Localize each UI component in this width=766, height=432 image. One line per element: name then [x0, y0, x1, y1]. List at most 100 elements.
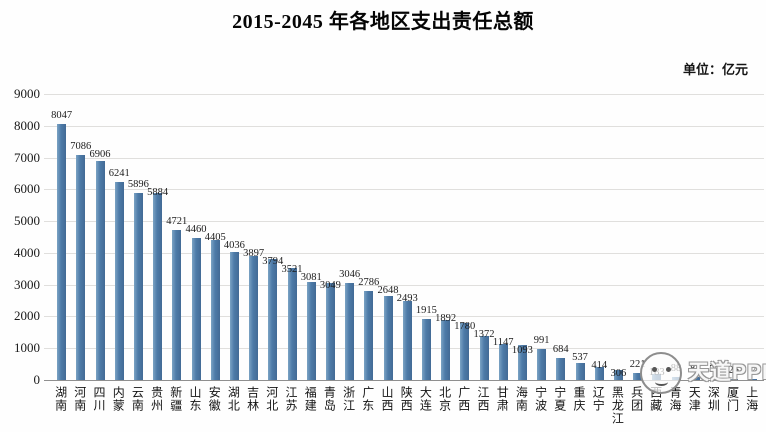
bar [153, 193, 163, 380]
value-label: 2786 [358, 277, 380, 289]
value-label: 6906 [89, 148, 111, 160]
value-label: 1147 [492, 337, 514, 349]
value-label: 3046 [339, 269, 361, 281]
value-label: 1892 [435, 313, 457, 325]
bar [441, 319, 451, 380]
y-axis-tick-label: 1000 [14, 340, 40, 356]
value-label: 4460 [185, 224, 207, 236]
bar [268, 259, 278, 380]
value-label: 3521 [281, 264, 303, 276]
y-axis-tick-label: 2000 [14, 308, 40, 324]
category-label: 辽宁 [591, 386, 606, 412]
bar [345, 283, 355, 380]
category-label: 山西 [380, 386, 394, 412]
watermark-text: 天道PPP [688, 361, 766, 384]
value-label: 57 [709, 364, 720, 376]
category-label: 重庆 [572, 386, 586, 412]
category-label: 吉林 [245, 386, 260, 412]
value-label: 1915 [415, 305, 437, 317]
value-label: 4721 [166, 215, 188, 227]
watermark: 天道PPP [636, 348, 766, 404]
y-axis-tick-label: 8000 [14, 117, 40, 133]
bar [95, 160, 105, 380]
gridline [44, 94, 764, 95]
y-axis-tick-label: 5000 [14, 213, 40, 229]
bar [613, 370, 623, 380]
category-label: 浙江 [341, 386, 356, 412]
category-label: 安徽 [207, 386, 222, 412]
category-label: 海南 [514, 386, 529, 412]
bar [306, 282, 316, 380]
value-label: 537 [572, 352, 588, 364]
category-label: 贵州 [149, 386, 164, 412]
bar [325, 283, 335, 380]
y-axis-tick-label: 6000 [14, 181, 40, 197]
bar [76, 154, 86, 380]
bar [633, 372, 643, 380]
value-label: 991 [533, 334, 550, 346]
category-label: 青海 [668, 386, 682, 412]
bar [537, 348, 547, 380]
category-label: 广西 [456, 386, 471, 412]
category-label: 福建 [303, 386, 318, 412]
category-label: 云南 [130, 386, 145, 412]
bar [172, 229, 182, 380]
category-label: 河北 [264, 386, 279, 412]
category-label: 广东 [360, 386, 375, 412]
value-label: 306 [610, 368, 627, 380]
bar [575, 362, 585, 380]
category-label: 大连 [418, 386, 433, 412]
value-label: 1372 [473, 329, 495, 341]
value-label: 4036 [223, 240, 245, 252]
value-label: 24 [747, 365, 759, 377]
y-axis-tick-label: 3000 [14, 276, 40, 292]
value-label: 684 [552, 344, 569, 356]
category-label: 河南 [72, 386, 87, 412]
value-label: 2493 [396, 293, 418, 305]
category-label: 江西 [476, 386, 490, 412]
value-label: 6241 [108, 167, 130, 179]
value-label: 1093 [511, 345, 533, 357]
category-label: 湖北 [226, 386, 241, 412]
category-label: 湖南 [53, 386, 68, 412]
category-label: 上海 [744, 386, 759, 412]
y-axis-tick-label: 7000 [14, 149, 40, 165]
category-label: 山东 [188, 386, 202, 412]
bar [460, 323, 470, 380]
category-label: 甘肃 [495, 386, 510, 412]
unit-label: 单位：亿元 [682, 62, 748, 77]
bar [287, 268, 297, 380]
bar [479, 336, 489, 380]
value-label: 3049 [319, 280, 341, 292]
category-label: 青岛 [322, 386, 337, 412]
category-label: 北京 [437, 386, 452, 412]
bar [191, 238, 201, 380]
bar [57, 124, 67, 380]
bar [133, 192, 143, 380]
category-label: 四川 [92, 386, 106, 412]
value-label: 3081 [300, 272, 322, 284]
value-label: 87 [689, 363, 701, 375]
category-label: 黑龙江 [610, 386, 625, 425]
y-axis-tick-label: 9000 [14, 86, 40, 101]
category-label: 天津 [687, 386, 702, 412]
value-label: 4405 [204, 232, 226, 244]
value-label: 7086 [70, 140, 92, 152]
bar [364, 291, 374, 380]
bar [421, 319, 431, 380]
bar [729, 379, 739, 380]
category-label: 宁夏 [552, 386, 567, 412]
value-label: 3794 [262, 256, 284, 268]
gridline [44, 125, 764, 127]
bar [517, 345, 527, 380]
bar [690, 377, 700, 380]
value-label: 2648 [377, 285, 399, 297]
chart-title: 2015-2045 年各地区支出责任总额 [232, 11, 534, 33]
bar [556, 358, 566, 380]
value-label: 1780 [454, 321, 476, 333]
gridline [44, 284, 764, 286]
category-label: 内蒙 [111, 386, 126, 412]
value-label: 414 [591, 360, 608, 372]
category-label: 陕西 [399, 386, 414, 412]
